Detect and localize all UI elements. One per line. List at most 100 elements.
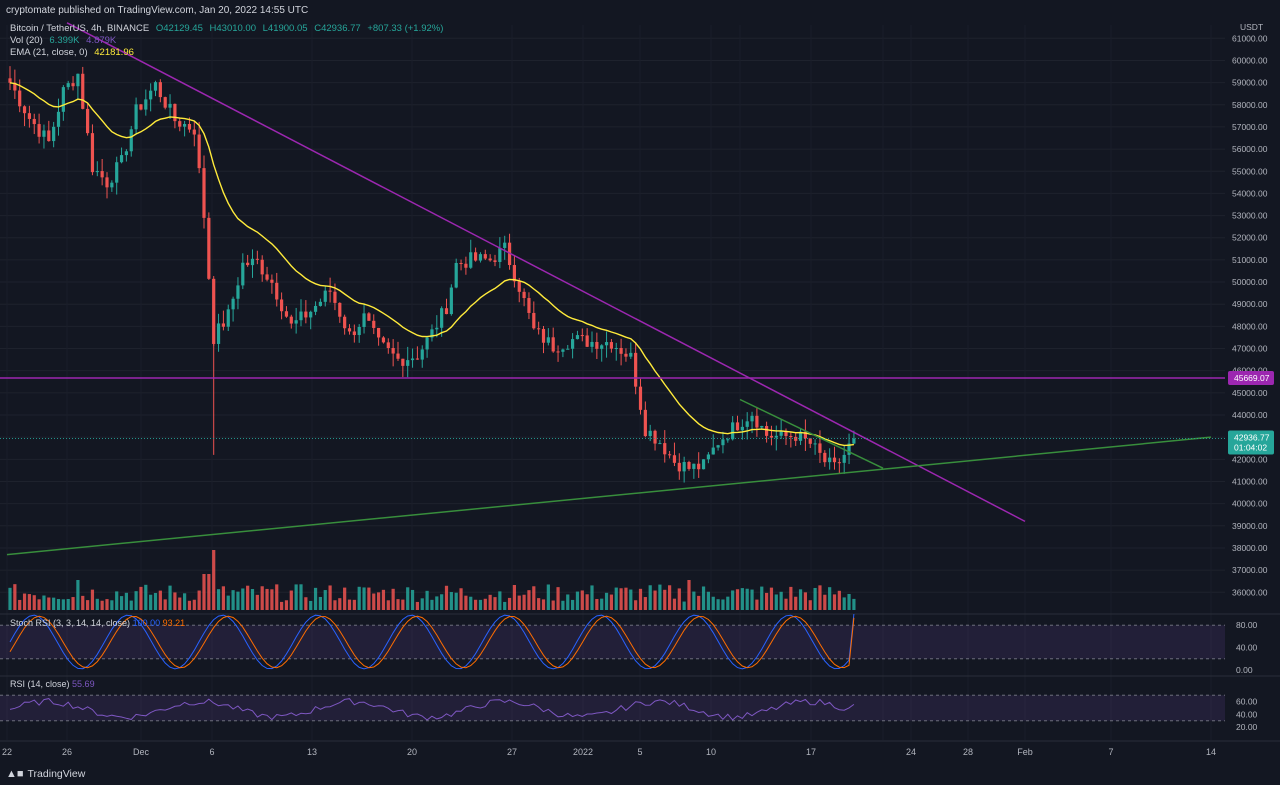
candle-body [755, 415, 759, 428]
candle-body [309, 311, 313, 318]
candle-body [304, 311, 308, 318]
price-tick-label: 59000.00 [1232, 78, 1268, 88]
volume-bar [794, 596, 798, 610]
rsi-axis-label: 60.00 [1236, 697, 1258, 707]
candle-body [469, 252, 473, 268]
volume-bar [260, 586, 264, 610]
volume-bar [682, 601, 686, 610]
volume-bar [769, 587, 774, 610]
price-tick-label: 57000.00 [1232, 122, 1268, 132]
candle-body [672, 455, 677, 463]
candle-body [338, 302, 342, 317]
legend-high: H43010.00 [209, 23, 256, 34]
price-tick-label: 36000.00 [1232, 587, 1268, 597]
volume-bar [197, 590, 201, 610]
volume-bar [386, 600, 390, 610]
volume-bar [178, 597, 182, 610]
candle-body [779, 430, 783, 436]
candle-body [546, 337, 550, 343]
candle-body [410, 358, 415, 361]
volume-bar [740, 588, 744, 610]
volume-bar [595, 598, 599, 610]
rsi-value: 55.69 [72, 679, 95, 689]
candle-body [643, 409, 647, 437]
candle-body [294, 320, 298, 324]
volume-bar [129, 600, 133, 610]
candle-body [745, 421, 749, 427]
ascending-support-trendline [6, 436, 1212, 556]
candle-body [634, 352, 638, 387]
price-tick-label: 56000.00 [1232, 144, 1268, 154]
volume-bar [663, 589, 667, 610]
time-tick-label: 7 [1108, 747, 1113, 757]
candle-body [784, 430, 788, 436]
volume-bar [648, 585, 652, 610]
candle-body [483, 254, 487, 259]
volume-bar [265, 588, 269, 610]
candle-body [750, 415, 754, 422]
candle-body [658, 443, 662, 445]
stoch-rsi-label: Stoch RSI (3, 3, 14, 14, close) [10, 618, 131, 628]
price-tick-label: 60000.00 [1232, 55, 1268, 65]
volume-bar [614, 587, 618, 610]
legend-ema: EMA (21, close, 0) 42181.96 [10, 47, 138, 58]
volume-bar [76, 580, 80, 610]
price-tick-label: 40000.00 [1232, 499, 1268, 509]
candle-body [522, 291, 526, 299]
candle-body [52, 126, 56, 142]
volume-bar [367, 587, 371, 610]
volume-bar [105, 599, 109, 610]
volume-bar [527, 590, 531, 610]
time-tick-label: 17 [806, 747, 816, 757]
stoch-rsi-axis-label: 0.00 [1236, 665, 1253, 675]
volume-bar [299, 584, 303, 610]
volume-bar [207, 574, 211, 610]
volume-bar [56, 599, 61, 610]
candle-body [362, 313, 366, 327]
candle-body [590, 341, 594, 347]
candle-body [760, 425, 764, 428]
tradingview-brand[interactable]: ▲■ TradingView [6, 768, 85, 780]
candle-body [517, 281, 521, 292]
volume-bar [52, 597, 56, 610]
candle-body [158, 82, 162, 98]
candle-body [430, 329, 434, 338]
candle-body [478, 254, 483, 261]
candle-body [537, 328, 541, 330]
volume-bar [658, 584, 662, 610]
candle-body [270, 279, 274, 283]
time-tick-label: 2022 [573, 747, 593, 757]
volume-bar [294, 584, 298, 610]
volume-bar [735, 589, 740, 610]
volume-bar [110, 600, 114, 610]
volume-bar [522, 594, 526, 610]
candle-body [803, 431, 807, 439]
candle-body [352, 331, 356, 336]
candle-body [299, 311, 303, 321]
candle-body [551, 337, 555, 352]
volume-bar [149, 594, 153, 610]
candle-body [706, 454, 710, 460]
candle-body [226, 309, 230, 327]
candle-body [61, 87, 65, 112]
volume-bar [318, 596, 322, 610]
candle-body [498, 247, 502, 263]
volume-bar [818, 585, 822, 610]
candle-body [459, 262, 463, 264]
volume-bar [95, 598, 99, 610]
price-tick-label: 46000.00 [1232, 366, 1268, 376]
volume-bar [590, 585, 594, 610]
volume-bar [813, 587, 817, 610]
candle-body [134, 104, 138, 130]
volume-bar [784, 598, 788, 610]
tradingview-logo-icon: ▲■ [6, 768, 24, 780]
legend-symbol: Bitcoin / TetherUS, 4h, BINANCE [10, 23, 150, 34]
volume-bar [677, 588, 681, 610]
volume-bar [8, 587, 12, 610]
volume-bar [551, 600, 555, 610]
candle-body [556, 351, 560, 353]
candle-body [454, 262, 458, 288]
volume-bar [66, 598, 70, 610]
volume-bar [498, 591, 502, 610]
